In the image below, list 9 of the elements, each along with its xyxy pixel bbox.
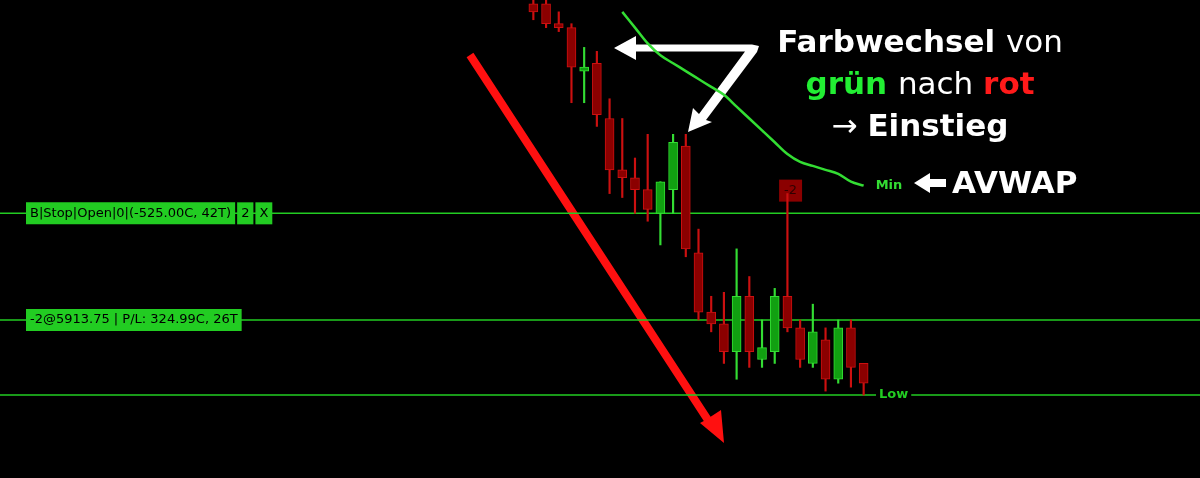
text: AVWAP [952, 164, 1078, 200]
annotation: -2@5913.75 | P/L: 324.99C, 26T [30, 311, 238, 327]
annotation: -2 [784, 181, 798, 197]
ref-line-label: Low [879, 386, 909, 402]
text: Farbwechsel von grün nach rot → Einstieg [777, 23, 1063, 143]
annotation: 2 [241, 204, 250, 220]
annotation: X [259, 204, 269, 220]
annotation: B|Stop|Open|0|(-525.00C, 42T) [30, 204, 232, 220]
series-label: Min [875, 177, 903, 193]
